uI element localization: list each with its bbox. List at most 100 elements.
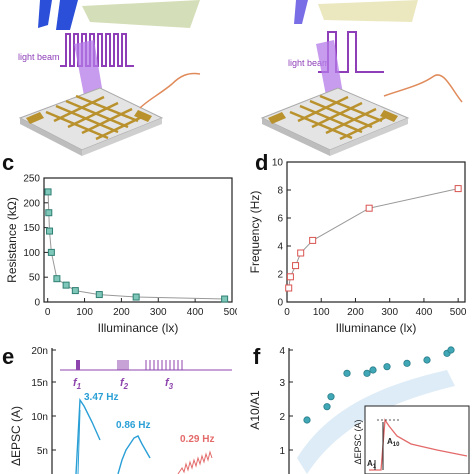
y-tick-label: 5n <box>37 446 48 457</box>
y-tick-label: 8 <box>277 186 283 197</box>
inset-frame <box>364 405 470 474</box>
xlabel-c: Illuminance (lx) <box>98 321 179 335</box>
data-point <box>44 188 52 196</box>
ticks-c: 0 100 200 300 400 500 0 50 100 150 200 250 <box>23 174 237 319</box>
ylabel-d: Frequency (Hz) <box>248 191 262 274</box>
y-tick-label: 50 <box>29 273 41 284</box>
ticks-f: 4 3 2 1 <box>279 346 293 457</box>
beam-label-left: light beam <box>18 52 60 62</box>
y-tick-label: 10n <box>31 412 48 423</box>
electrode-grid-left <box>45 94 147 141</box>
data-point <box>46 227 54 235</box>
x-tick-label: 500 <box>450 307 467 318</box>
device-illustrations: light beam light beam <box>18 0 463 156</box>
data-point <box>47 248 55 256</box>
xlabel-d: Illuminance (lx) <box>336 321 417 335</box>
ylabel-f: A10/A1 <box>248 390 262 430</box>
y-tick-label: 4 <box>279 346 285 357</box>
plot-frame <box>43 177 233 303</box>
y-tick-label: 2 <box>279 412 285 423</box>
panel-label-d: d <box>255 150 268 175</box>
data-point <box>303 416 311 424</box>
device-base-right <box>260 87 410 151</box>
y-tick-label: 2 <box>277 270 283 281</box>
blue-shape-left-2 <box>56 0 78 30</box>
device-side-left <box>20 118 82 156</box>
data-point <box>327 393 335 401</box>
data-point <box>53 275 61 283</box>
y-tick-label: 150 <box>23 223 40 234</box>
x-tick-label: 100 <box>76 307 93 318</box>
stim-pulses-f2 <box>117 360 129 370</box>
device-side-left-2 <box>82 118 162 156</box>
resistance-chart: c 0 100 200 300 400 500 0 50 100 150 200 250 Illumi… <box>2 150 237 335</box>
y-tick-label: 10 <box>272 158 284 169</box>
panel-label-f: f <box>253 344 261 369</box>
y-tick-label: 0 <box>277 298 283 309</box>
y-tick-label: 250 <box>23 174 40 185</box>
gold-pad-right-1 <box>268 112 286 124</box>
stim-pulses-f3 <box>145 360 183 370</box>
ratio-chart: f 4 3 2 1 A10/A1 ΔEPSC (A) A10 A1 <box>248 344 470 474</box>
y-tick-label: 6 <box>277 214 283 225</box>
trace-f3 <box>177 450 213 474</box>
stim-pulses-f1 <box>76 360 80 370</box>
blue-shape-right <box>294 0 308 24</box>
data-points-f <box>303 346 455 424</box>
data-point <box>45 209 53 217</box>
gold-pad-right-2 <box>380 110 398 122</box>
gold-pad-left-1 <box>26 112 44 124</box>
x-tick-label: 200 <box>113 307 130 318</box>
annotation-0-86hz: 0.86 Hz <box>116 420 150 431</box>
x-tick-label: 400 <box>187 307 204 318</box>
photo-card-right <box>318 0 418 22</box>
y-tick-label: 15n <box>31 378 48 389</box>
trace-f1-inner <box>77 409 81 474</box>
data-point <box>323 403 331 411</box>
device-side-right <box>262 118 330 156</box>
data-point <box>95 291 103 299</box>
x-tick-label: 0 <box>284 307 290 318</box>
inset-plot: ΔEPSC (A) A10 A1 <box>353 405 470 474</box>
inset-label-a10: A10 <box>387 437 400 448</box>
device-side-right-2 <box>330 118 408 156</box>
response-curve-right <box>383 74 463 103</box>
data-point <box>447 346 455 354</box>
data-point <box>365 204 373 212</box>
y-tick-label: 1 <box>279 446 285 457</box>
x-tick-label: 100 <box>313 307 330 318</box>
x-tick-label: 400 <box>416 307 433 318</box>
ylabel-e: ΔEPSC (A) <box>9 406 23 466</box>
data-points-c <box>44 188 229 303</box>
inset-ylabel: ΔEPSC (A) <box>353 419 363 464</box>
y-tick-label: 20n <box>31 346 48 357</box>
photo-card-left <box>82 0 200 28</box>
y-tick-label: 3 <box>279 378 285 389</box>
panel-label-c: c <box>2 150 14 175</box>
inset-label-a1: A1 <box>367 459 377 470</box>
ticks-d: 0 100 200 300 400 500 0 2 4 6 8 10 <box>272 158 467 319</box>
x-tick-label: 300 <box>150 307 167 318</box>
frequency-chart: d 0 100 200 300 400 500 0 2 4 6 8 10 Illuminance (l… <box>248 150 467 335</box>
y-tick-label: 4 <box>277 242 283 253</box>
y-tick-label: 200 <box>23 198 40 209</box>
data-point <box>285 284 293 292</box>
x-tick-label: 0 <box>45 307 51 318</box>
data-point <box>363 369 371 377</box>
data-points-d <box>285 185 462 292</box>
plot-frame <box>286 161 466 303</box>
epsc-chart: e 20n 15n 10n 5n ΔEPSC (A) f1 f2 f3 3.47 Hz… <box>2 344 232 474</box>
fit-curve-c <box>47 191 225 300</box>
data-point <box>71 287 79 295</box>
x-tick-label: 500 <box>224 307 237 318</box>
data-point <box>423 356 431 364</box>
trace-f1 <box>75 397 101 474</box>
annotation-0-29hz: 0.29 Hz <box>180 434 214 445</box>
response-curve-left <box>139 72 201 109</box>
data-point <box>292 262 300 270</box>
data-point <box>221 295 229 303</box>
data-point <box>286 273 294 281</box>
panel-label-e: e <box>2 344 14 369</box>
data-point <box>62 281 70 289</box>
data-point <box>343 369 351 377</box>
